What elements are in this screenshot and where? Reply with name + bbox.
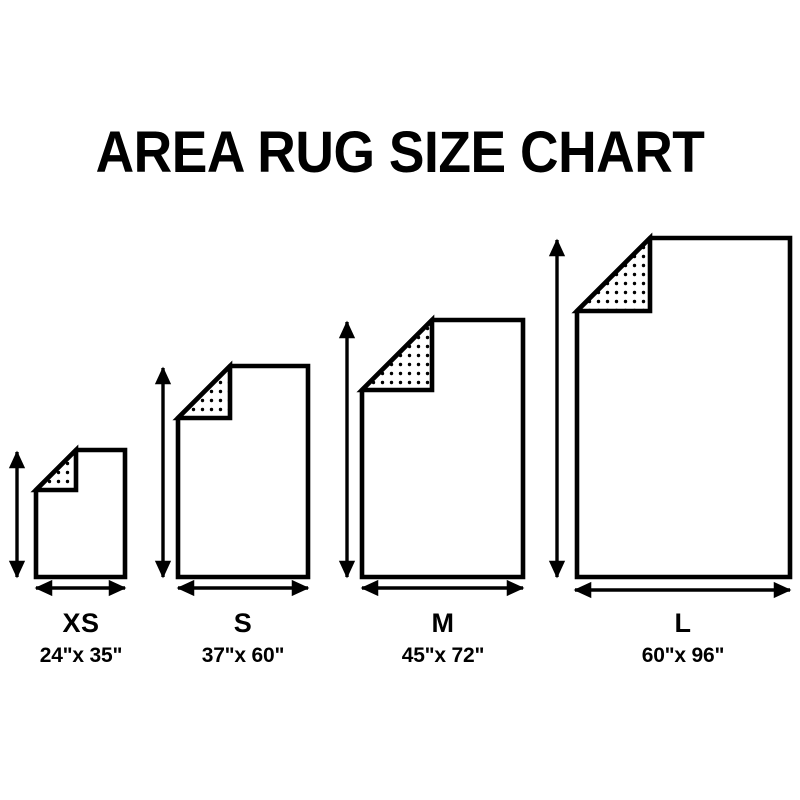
folded-corner-icon <box>571 232 653 314</box>
rug-shape-xs <box>8 444 128 597</box>
folded-corner-icon <box>30 444 79 493</box>
size-label-s: S 37"x 60" <box>113 608 373 669</box>
size-label-xs: XS 24"x 35" <box>0 608 211 669</box>
page-title: AREA RUG SIZE CHART <box>95 120 705 185</box>
size-label-l: L 60"x 96" <box>553 608 800 669</box>
size-dimensions: 45"x 72" <box>401 644 485 667</box>
size-dimensions: 24"x 35" <box>39 644 123 667</box>
size-label-m: M 45"x 72" <box>313 608 573 669</box>
size-name: XS <box>62 608 100 638</box>
rug-body <box>359 317 526 580</box>
rug-shape-l <box>548 232 793 599</box>
size-dimensions: 60"x 96" <box>641 644 725 667</box>
size-name: M <box>431 608 455 638</box>
size-dimensions: 37"x 60" <box>201 644 285 667</box>
folded-corner-icon <box>172 360 233 421</box>
rug-body <box>33 447 128 580</box>
folded-corner-icon <box>356 314 435 393</box>
size-name: L <box>674 608 692 638</box>
rug-shape-s <box>154 360 311 597</box>
rug-shape-m <box>338 314 526 597</box>
size-name: S <box>233 608 253 638</box>
